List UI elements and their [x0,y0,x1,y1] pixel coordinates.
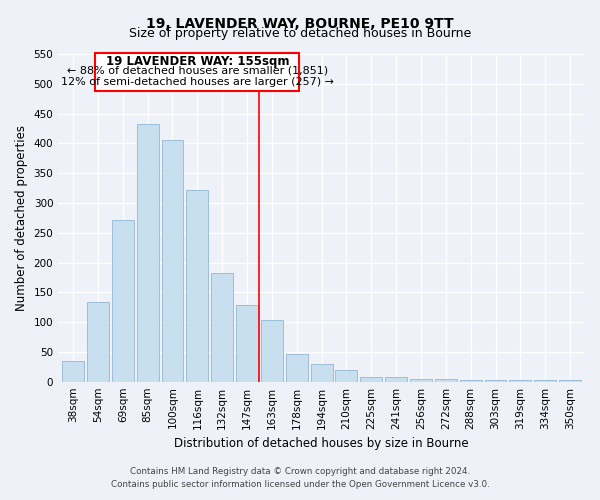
FancyBboxPatch shape [95,53,299,91]
Bar [460,380,482,382]
Bar [559,380,581,382]
Text: Contains HM Land Registry data © Crown copyright and database right 2024.
Contai: Contains HM Land Registry data © Crown c… [110,468,490,489]
Bar [137,124,158,382]
Bar [62,361,84,382]
Bar [410,380,432,382]
Bar [161,140,184,382]
X-axis label: Distribution of detached houses by size in Bourne: Distribution of detached houses by size … [174,437,469,450]
Title: 19, LAVENDER WAY, BOURNE, PE10 9TT
Size of property relative to detached houses : 19, LAVENDER WAY, BOURNE, PE10 9TT Size … [0,499,1,500]
Text: Size of property relative to detached houses in Bourne: Size of property relative to detached ho… [129,28,471,40]
Bar [311,364,332,382]
Bar [335,370,358,382]
Bar [87,302,109,382]
Text: ← 88% of detached houses are smaller (1,851): ← 88% of detached houses are smaller (1,… [67,66,328,76]
Bar [485,380,506,382]
Y-axis label: Number of detached properties: Number of detached properties [15,125,28,311]
Text: 12% of semi-detached houses are larger (257) →: 12% of semi-detached houses are larger (… [61,76,334,86]
Bar [535,380,556,382]
Bar [286,354,308,382]
Bar [435,380,457,382]
Bar [187,190,208,382]
Bar [385,377,407,382]
Bar [509,380,532,382]
Bar [211,272,233,382]
Bar [361,377,382,382]
Text: 19, LAVENDER WAY, BOURNE, PE10 9TT: 19, LAVENDER WAY, BOURNE, PE10 9TT [146,18,454,32]
Text: 19 LAVENDER WAY: 155sqm: 19 LAVENDER WAY: 155sqm [106,55,289,68]
Bar [112,220,134,382]
Bar [261,320,283,382]
Bar [236,306,258,382]
